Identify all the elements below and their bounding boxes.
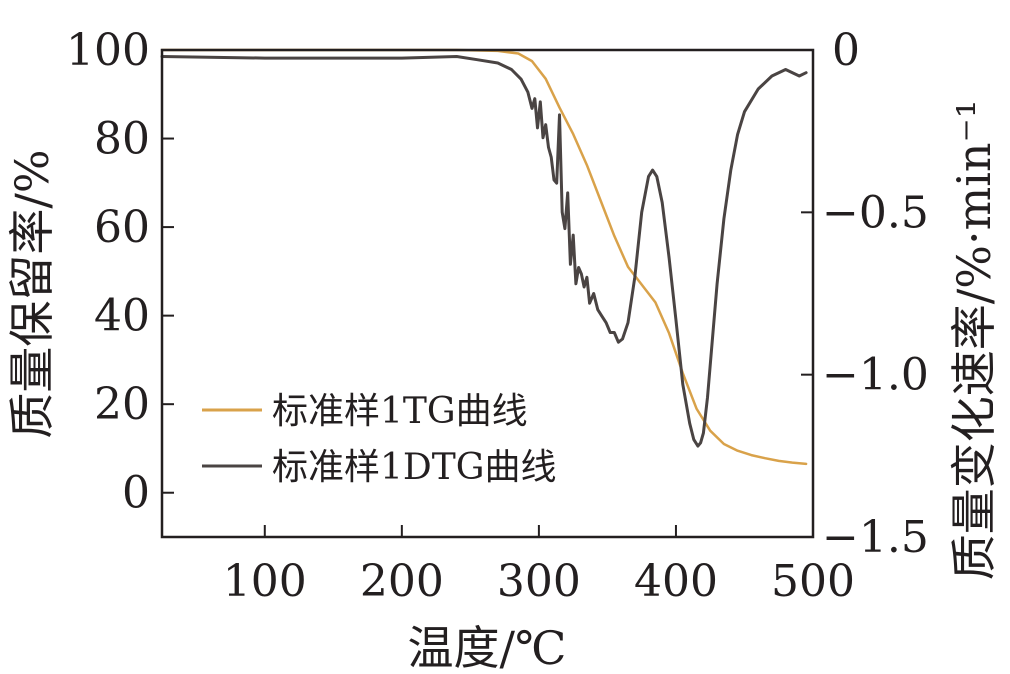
y-right-tick-label: −1.0 [822,350,929,401]
plot-frame [160,48,815,539]
x-tick-label: 500 [771,556,855,607]
series-layer [160,48,808,466]
left-y-axis-ticks: 0 20 40 60 80 100 [66,25,174,519]
y-right-tick-label: −0.5 [822,187,929,238]
y-right-tick-label: −1.5 [822,512,929,563]
x-axis-ticks: 100 200 300 400 500 [223,525,855,607]
y-left-tick-label: 80 [94,114,150,165]
right-y-axis-ticks: 0 −0.5 −1.0 −1.5 [801,25,929,563]
x-tick-label: 100 [223,556,307,607]
left-y-axis-title: 质量保留率/% [5,149,59,438]
y-left-tick-label: 0 [122,468,150,519]
legend: 标准样1TG曲线 标准样1DTG曲线 [202,391,557,488]
series-line-0 [160,48,808,466]
right-y-axis-title: 质量变化速率/%·min⁻¹ [947,100,1001,581]
legend-label-tg: 标准样1TG曲线 [272,391,528,432]
y-left-tick-label: 100 [66,25,150,76]
y-left-tick-label: 60 [94,202,150,253]
y-left-tick-label: 40 [94,291,150,342]
y-left-tick-label: 20 [94,379,150,430]
legend-label-dtg: 标准样1DTG曲线 [272,447,557,488]
x-tick-label: 300 [497,556,581,607]
series-line-1 [160,55,808,448]
x-axis-title: 温度/℃ [408,621,567,674]
x-tick-label: 200 [360,556,444,607]
y-right-tick-label: 0 [832,25,860,76]
x-tick-label: 400 [634,556,718,607]
